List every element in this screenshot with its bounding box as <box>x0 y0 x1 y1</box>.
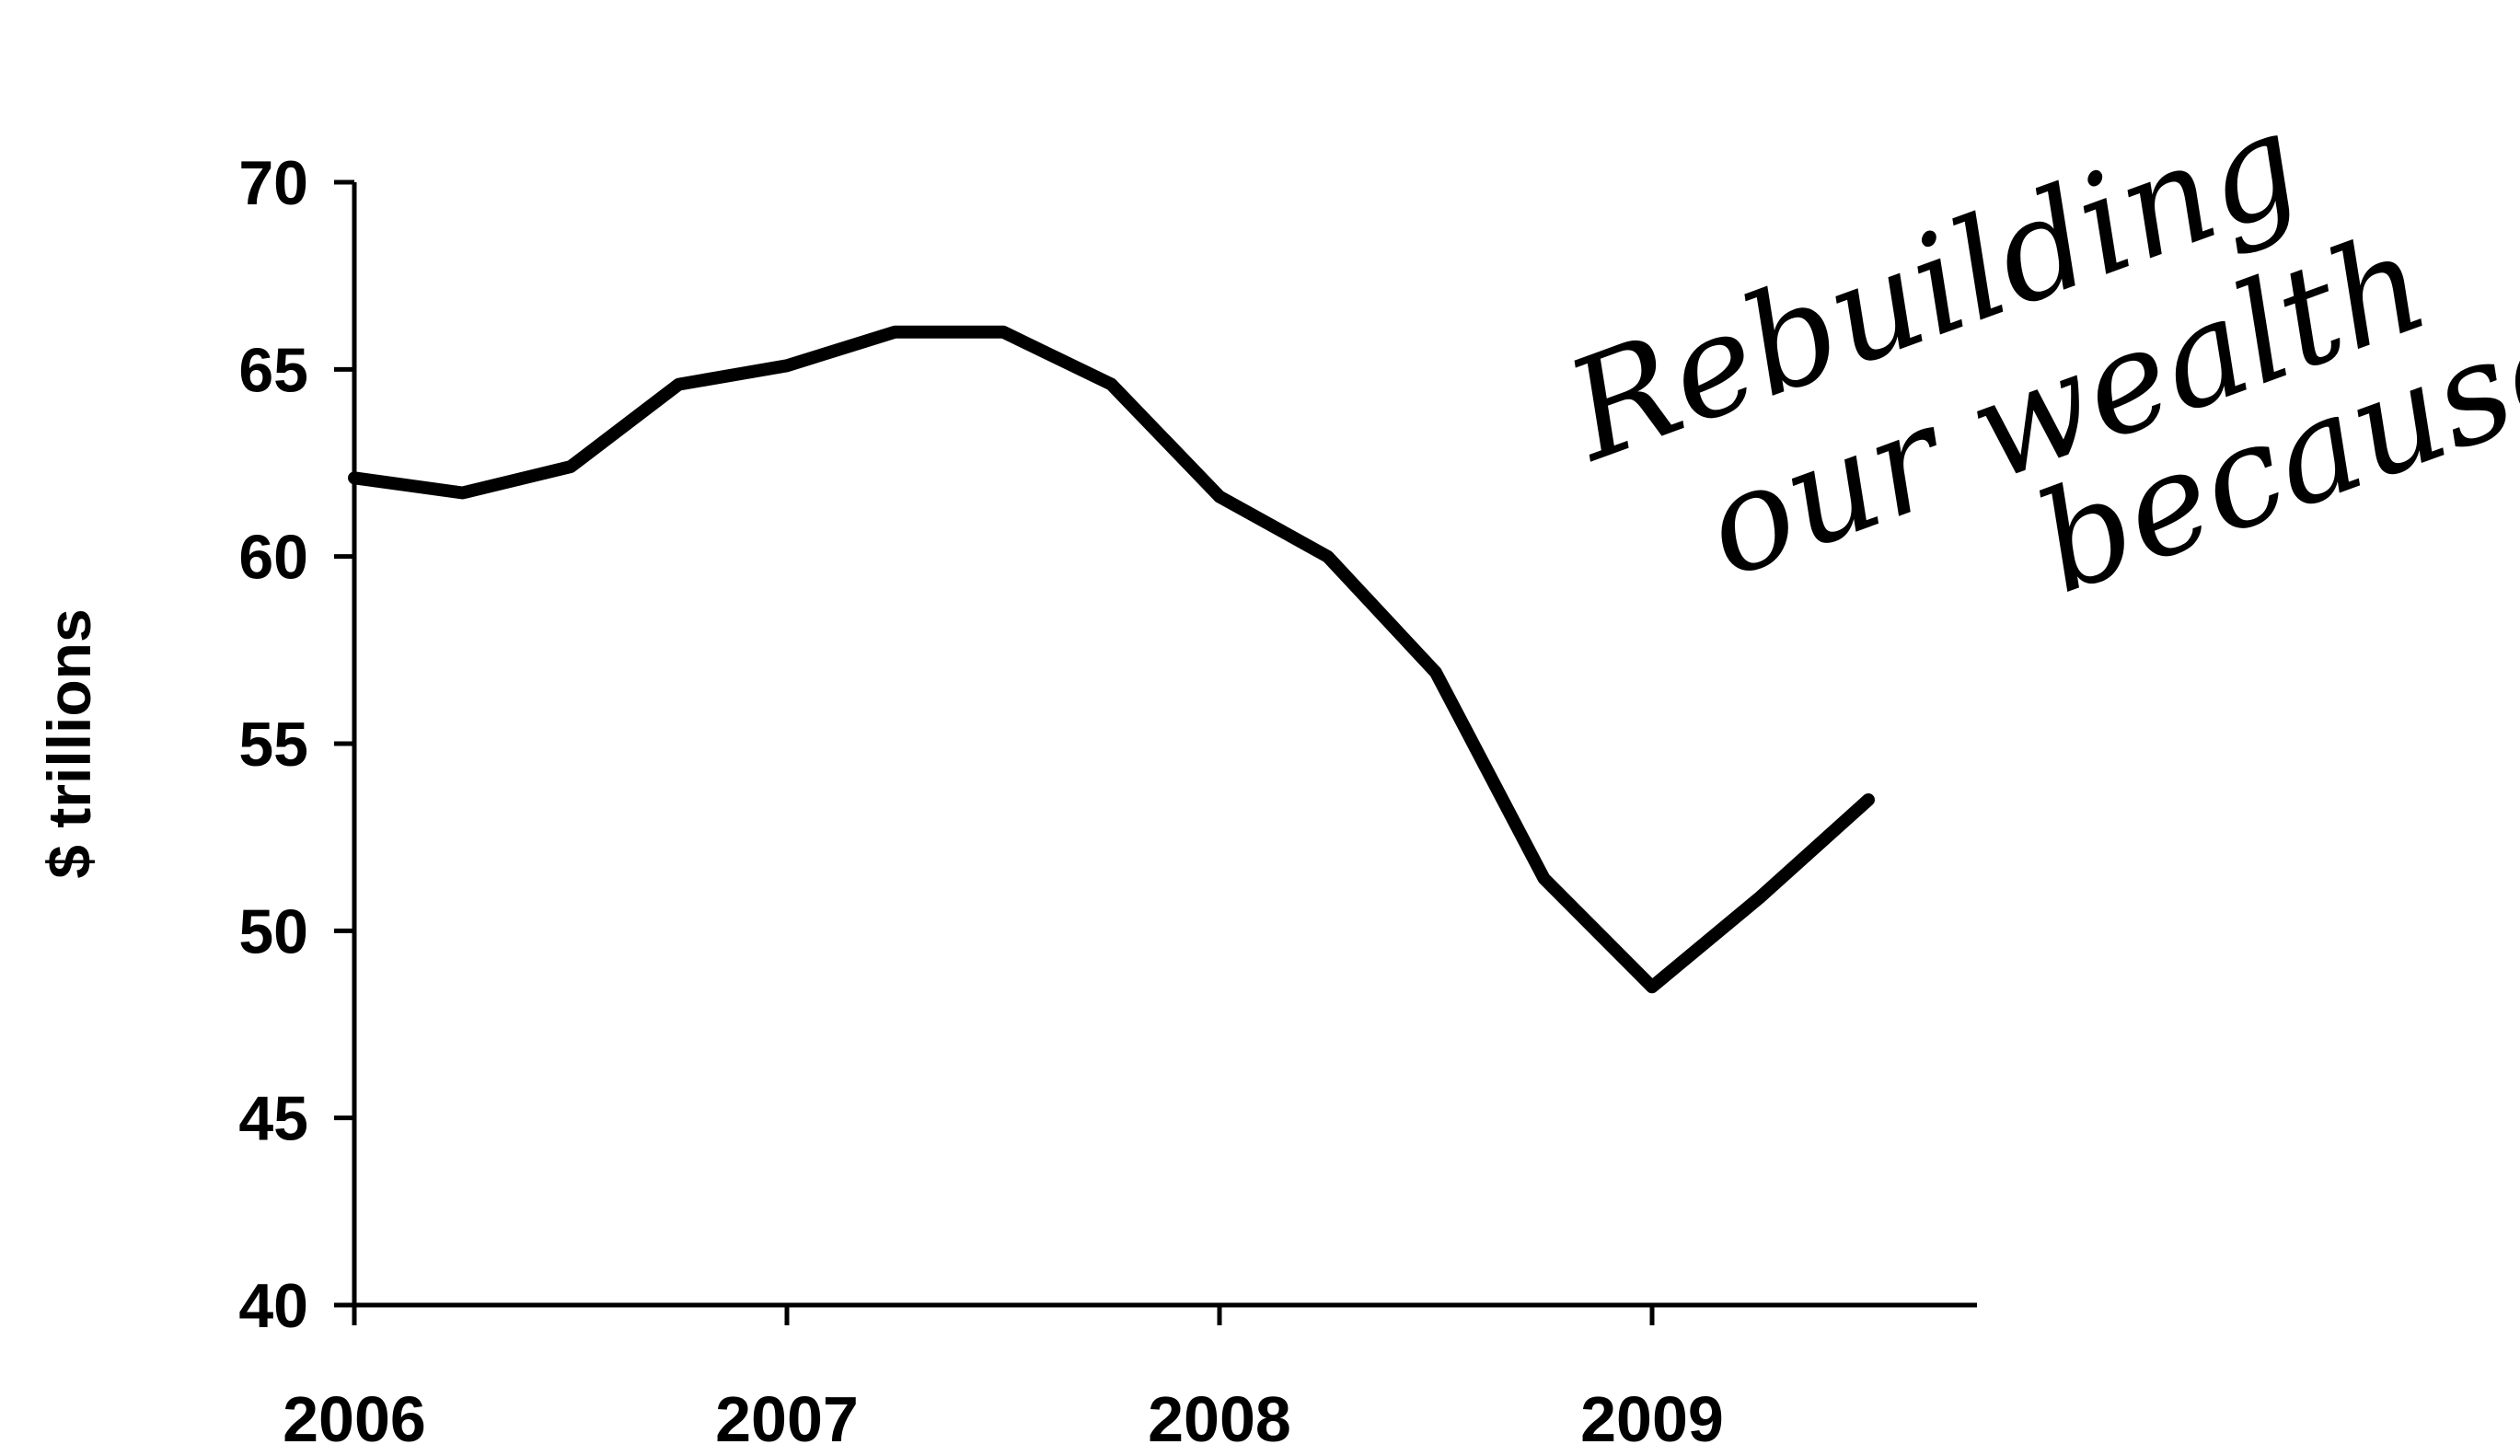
handwritten-annotation: Rebuilding our wealth because ... <box>1546 82 2520 626</box>
series-point <box>1110 383 1113 386</box>
y-tick-label: 60 <box>238 523 308 593</box>
series-point <box>1759 896 1762 898</box>
series-point <box>677 383 680 386</box>
y-tick-label: 70 <box>238 148 308 218</box>
series-point <box>1543 877 1545 880</box>
x-tick-label: 2006 <box>283 1383 426 1455</box>
x-ticks: 2006 2007 2008 2009 <box>283 1305 1724 1455</box>
x-tick-label: 2008 <box>1148 1383 1291 1455</box>
series-point <box>894 330 896 333</box>
y-tick-label: 45 <box>238 1084 308 1154</box>
y-axis-title: $ trillions <box>35 608 103 878</box>
y-tick-label: 40 <box>238 1271 308 1341</box>
series-point <box>1867 799 1869 801</box>
series-point <box>570 466 572 468</box>
series-point <box>1651 986 1653 988</box>
y-ticks: 40 45 50 55 60 65 70 <box>238 148 354 1341</box>
series-point <box>1326 555 1329 558</box>
x-tick-label: 2007 <box>715 1383 859 1455</box>
series-point <box>1219 495 1220 498</box>
series-point <box>353 477 355 480</box>
y-tick-label: 55 <box>238 710 308 780</box>
series-point <box>1002 330 1004 333</box>
series-group <box>348 325 1875 994</box>
series-point <box>1435 671 1437 674</box>
y-tick-label: 65 <box>238 335 308 405</box>
series-point <box>786 364 788 367</box>
y-tick-label: 50 <box>238 896 308 966</box>
series-point <box>461 491 464 494</box>
x-tick-label: 2009 <box>1580 1383 1724 1455</box>
